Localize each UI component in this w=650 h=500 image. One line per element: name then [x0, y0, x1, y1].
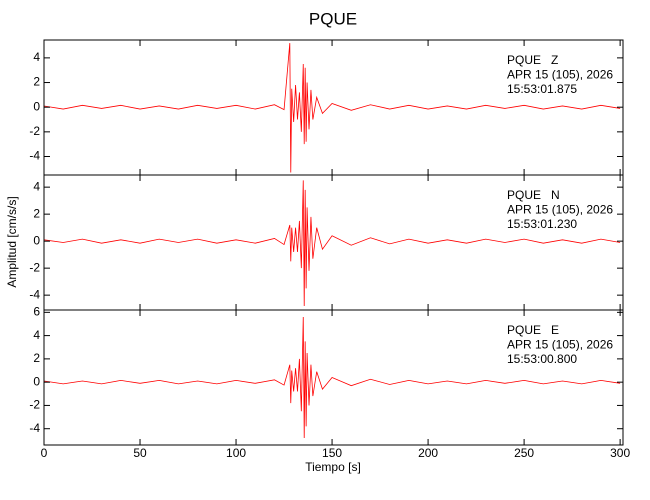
x-axis-label: Tiempo [s]: [305, 460, 361, 474]
y-tick-label: 0: [33, 374, 40, 388]
waveform: [44, 316, 621, 439]
annotation: 15:53:01.875: [507, 82, 577, 96]
chart-title: PQUE: [309, 9, 357, 28]
x-tick-label: 150: [322, 446, 342, 460]
y-tick-label: 0: [33, 233, 40, 247]
y-tick-label: 2: [33, 206, 40, 220]
annotation: APR 15 (105), 2026: [507, 68, 613, 82]
annotation: APR 15 (105), 2026: [507, 203, 613, 217]
y-tick-label: -4: [29, 421, 40, 435]
x-tick-label: 0: [41, 446, 48, 460]
x-tick-label: 250: [514, 446, 534, 460]
x-tick-label: 200: [418, 446, 438, 460]
x-tick-label: 50: [133, 446, 147, 460]
x-tick-label: 300: [610, 446, 630, 460]
y-tick-label: 4: [33, 328, 40, 342]
y-tick-label: -2: [29, 260, 40, 274]
y-tick-label: 4: [33, 50, 40, 64]
y-tick-label: -4: [29, 287, 40, 301]
waveform: [44, 43, 621, 173]
y-tick-label: 2: [33, 75, 40, 89]
waveform: [44, 180, 621, 306]
y-tick-label: -2: [29, 398, 40, 412]
annotation: PQUE N: [507, 188, 560, 202]
y-tick-label: 2: [33, 351, 40, 365]
x-tick-label: 100: [226, 446, 246, 460]
y-axis-label: Amplitud [cm/s/s]: [5, 196, 19, 287]
y-tick-label: 4: [33, 179, 40, 193]
annotation: 15:53:01.230: [507, 217, 577, 231]
annotation: APR 15 (105), 2026: [507, 338, 613, 352]
annotation: PQUE Z: [507, 53, 558, 67]
y-tick-label: -4: [29, 149, 40, 163]
annotation: PQUE E: [507, 323, 559, 337]
y-tick-label: 0: [33, 99, 40, 113]
annotation: 15:53:00.800: [507, 352, 577, 366]
y-tick-label: 6: [33, 304, 40, 318]
panel-frame: [43, 309, 624, 446]
y-tick-label: -2: [29, 124, 40, 138]
